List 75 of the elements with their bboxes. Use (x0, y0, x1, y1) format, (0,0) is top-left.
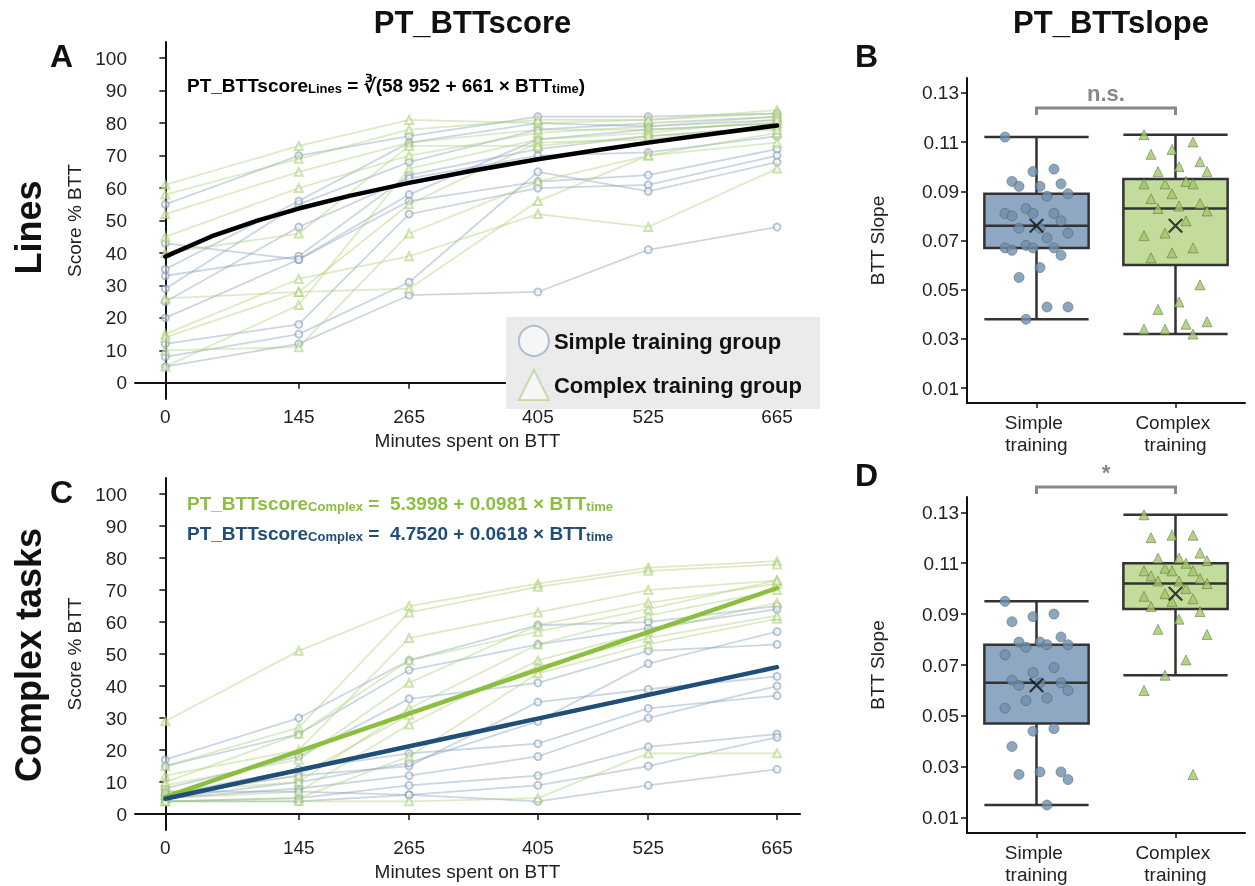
x-tick-label: 145 (282, 406, 315, 428)
x-tick-label: 0 (160, 406, 171, 428)
y-tick-label: 40 (105, 675, 127, 697)
y-tick-label: 10 (105, 771, 127, 793)
y-tick-label: 0.05 (922, 705, 959, 727)
y-tick-label: 30 (105, 274, 127, 296)
x-tick-label: Simple training (1004, 411, 1069, 455)
x-tick-label: 265 (393, 406, 425, 428)
y-tick-label: 50 (105, 643, 127, 665)
y-axis-title: BTT Slope (867, 620, 888, 710)
text: * (1101, 459, 1111, 485)
y-tick-label: 90 (105, 80, 127, 102)
y-tick-label: 60 (105, 611, 127, 633)
chart-title: PT_BTTscore (373, 5, 572, 40)
y-tick-label: 0.01 (922, 377, 959, 399)
text: Complex tasks (7, 527, 49, 783)
y-tick-label: 0.03 (922, 328, 959, 350)
x-tick-label: Simple training (1004, 841, 1069, 885)
y-tick-label: 0.09 (922, 603, 959, 625)
y-tick-label: 80 (105, 112, 127, 134)
annotation: PT_BTTscoreComplex = 5.3998 + 0.0981 × BTTtime (187, 493, 614, 514)
y-tick-label: 70 (105, 145, 127, 167)
y-tick-label: 10 (105, 339, 127, 361)
y-tick-label: 0.13 (922, 501, 959, 523)
text: Lines (7, 180, 49, 275)
y-tick-label: 20 (105, 739, 127, 761)
x-tick-label: 665 (761, 406, 793, 428)
y-axis-title: Score % BTT (64, 163, 86, 278)
y-tick-label: 70 (105, 579, 127, 601)
y-axis-title: Score % BTT (64, 597, 86, 711)
x-axis-title: Minutes spent on BTT (374, 861, 561, 882)
annotation: n.s. (1087, 80, 1125, 106)
y-tick-label: 30 (105, 707, 127, 729)
x-tick-label: 265 (393, 837, 425, 859)
x-tick-label: 0 (160, 837, 171, 859)
x-tick-label: 405 (522, 406, 554, 428)
y-tick-label: 100 (95, 483, 127, 505)
y-tick-label: 0.07 (922, 654, 959, 676)
y-tick-label: 60 (105, 177, 127, 199)
legend-label: Simple training group (553, 328, 782, 354)
x-tick-label: Complex training (1135, 411, 1216, 455)
y-tick-label: 100 (95, 47, 127, 69)
annotation: PT_BTTscoreComplex = 4.7520 + 0.0618 × BTTtime (187, 523, 614, 544)
y-axis-title: BTT Slope (867, 195, 888, 286)
x-tick-label: 665 (761, 837, 793, 859)
legend-label: Complex training group (553, 372, 803, 398)
y-tick-label: 0.05 (922, 279, 959, 301)
text: C (50, 474, 74, 510)
y-tick-label: 0.07 (922, 230, 959, 251)
y-tick-label: 0.03 (922, 756, 959, 778)
x-tick-label: 525 (632, 837, 665, 859)
x-tick-label: 405 (522, 837, 554, 859)
y-tick-label: 90 (105, 515, 127, 537)
y-tick-label: 0.11 (923, 552, 959, 574)
chart-title: PT_BTTslope (1013, 5, 1209, 40)
y-tick-label: 0 (116, 803, 127, 825)
x-axis-title: Minutes spent on BTT (374, 430, 561, 451)
y-tick-label: 0.01 (922, 807, 959, 829)
y-tick-label: 40 (105, 242, 127, 264)
y-tick-label: 50 (105, 210, 127, 232)
x-tick-label: 145 (282, 837, 315, 859)
text: PT_BTTscore (187, 75, 309, 96)
annotation: Lines (308, 81, 343, 96)
y-tick-label: 20 (105, 307, 127, 329)
x-tick-label: Complex training (1135, 841, 1216, 885)
text: B (855, 38, 879, 74)
text: D (855, 457, 879, 493)
y-tick-label: 0.11 (923, 131, 959, 153)
y-tick-label: 0 (116, 372, 127, 394)
y-tick-label: 80 (105, 547, 127, 569)
y-tick-label: 0.09 (922, 180, 959, 202)
text: A (50, 38, 74, 74)
y-tick-label: 0.13 (922, 82, 959, 104)
x-tick-label: 525 (632, 406, 665, 428)
text: = ∛(58 952 + 661 × BTTtime) (347, 75, 586, 96)
